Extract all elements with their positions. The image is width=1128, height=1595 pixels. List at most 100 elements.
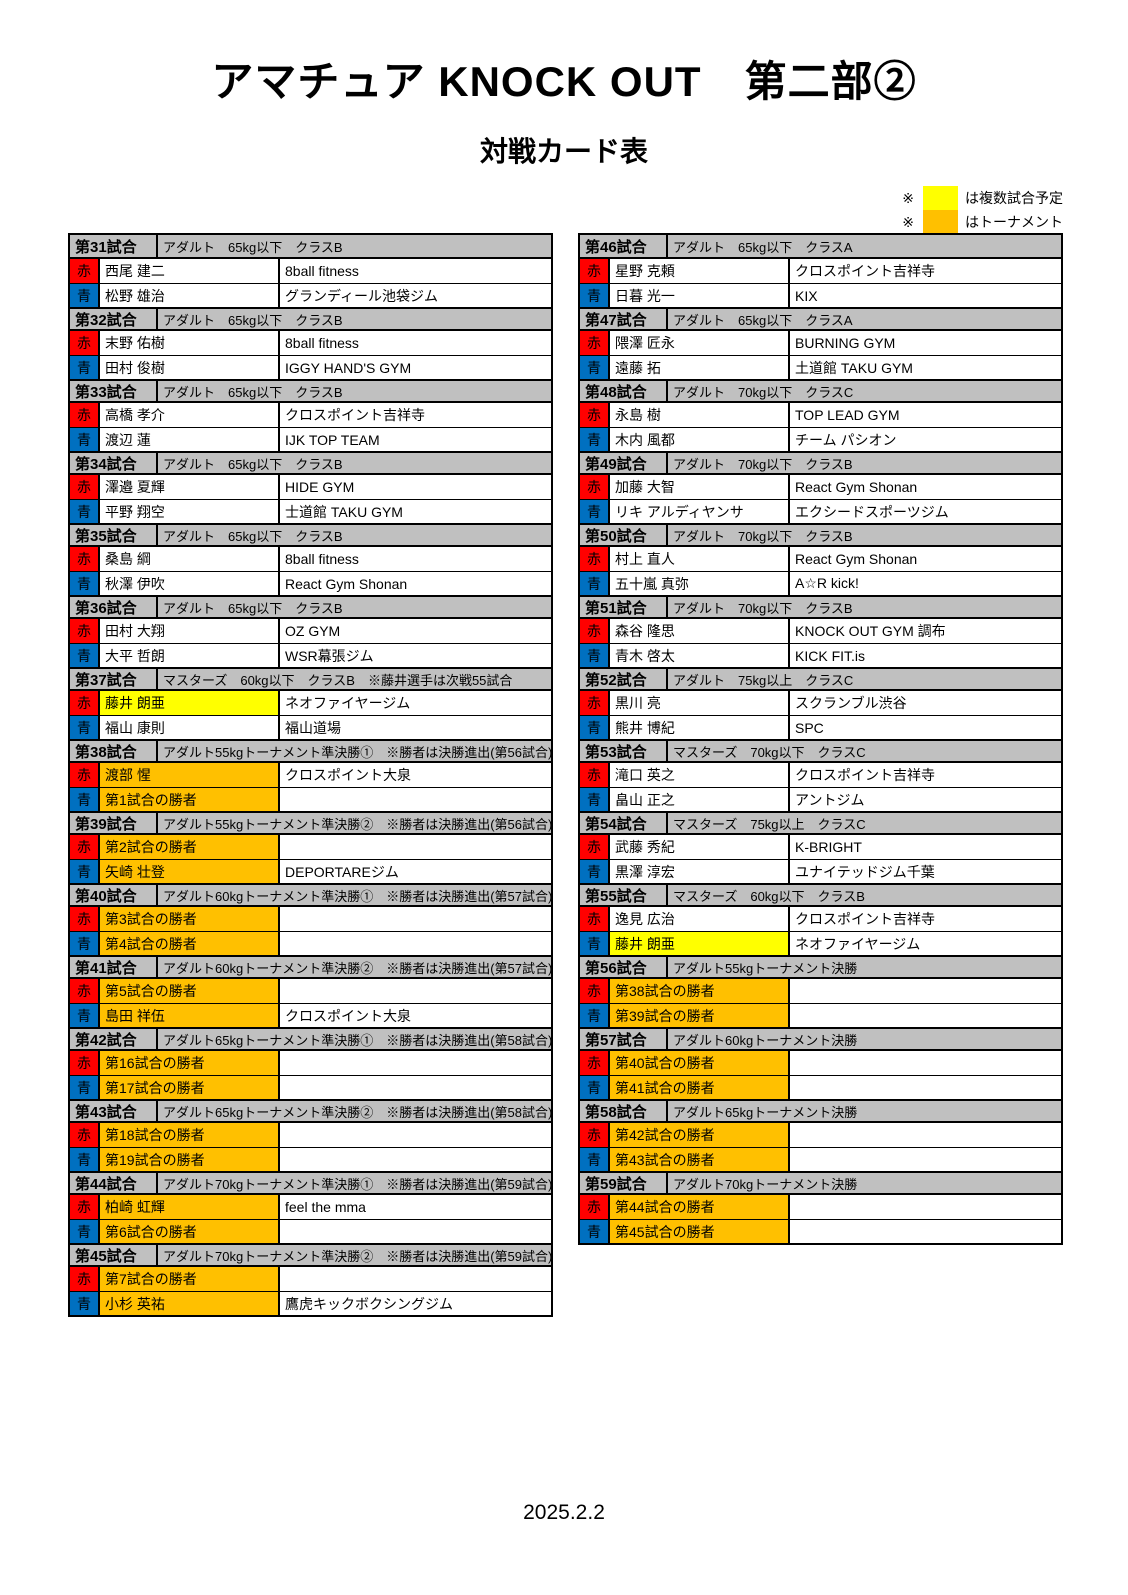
match-category: アダルト 65kg以下 クラスB — [163, 528, 343, 544]
red-corner-badge: 赤 — [70, 331, 100, 355]
blue-corner-row: 青黒澤 淳宏 ユナイテッドジム千葉 — [580, 859, 1061, 883]
match-category: アダルト60kgトーナメント準決勝② ※勝者は決勝進出(第57試合) — [163, 960, 551, 976]
red-corner-badge: 赤 — [70, 979, 100, 1003]
fighter-name: 五十嵐 真弥 — [610, 572, 790, 595]
fighter-gym: クロスポイント吉祥寺 — [795, 911, 935, 927]
fighter-name: 第6試合の勝者 — [100, 1220, 280, 1243]
blue-corner-row: 青第4試合の勝者 — [70, 931, 551, 955]
red-corner-row: 赤第2試合の勝者 — [70, 835, 551, 859]
match-category: アダルト65kgトーナメント準決勝② ※勝者は決勝進出(第58試合) — [163, 1104, 551, 1120]
fighter-gym: KIX — [795, 287, 818, 304]
red-corner-badge: 赤 — [580, 979, 610, 1003]
fighter-gym: feel the mma — [285, 1199, 366, 1215]
fighter-gym — [280, 1220, 551, 1243]
blue-corner-badge: 青 — [70, 500, 100, 523]
fighter-name: 末野 佑樹 — [100, 331, 280, 355]
red-corner-badge: 赤 — [70, 403, 100, 427]
fighter-gym: React Gym Shonan — [795, 551, 918, 567]
match-header-row: 第44試合 アダルト70kgトーナメント準決勝① ※勝者は決勝進出(第59試合) — [70, 1171, 551, 1195]
match-block: 第47試合 アダルト 65kg以下 クラスA 赤隈澤 匠永 BURNING GYM 青遠… — [580, 307, 1061, 379]
match-category: アダルト55kgトーナメント準決勝② ※勝者は決勝進出(第56試合) — [163, 816, 551, 832]
fighter-gym: KICK FIT.is — [795, 647, 866, 664]
red-corner-row: 赤桑島 綱 8ball fitness — [70, 547, 551, 571]
match-category: マスターズ 70kg以下 クラスC — [673, 744, 866, 760]
match-number: 第34試合 — [70, 453, 158, 473]
red-corner-badge: 赤 — [580, 331, 610, 355]
fighter-gym — [790, 979, 1061, 1003]
red-corner-badge: 赤 — [70, 907, 100, 931]
match-block: 第54試合 マスターズ 75kg以上 クラスC 赤武藤 秀紀 K-BRIGHT 青黒澤 … — [580, 811, 1061, 883]
fighter-gym: 土道館 TAKU GYM — [795, 359, 913, 376]
match-header-row: 第48試合 アダルト 70kg以下 クラスC — [580, 379, 1061, 403]
match-number: 第31試合 — [70, 235, 158, 257]
fighter-gym: チーム パシオン — [795, 431, 897, 448]
match-block: 第35試合 アダルト 65kg以下 クラスB 赤桑島 綱 8ball fitness 青… — [70, 523, 551, 595]
match-header-row: 第42試合 アダルト65kgトーナメント準決勝① ※勝者は決勝進出(第58試合) — [70, 1027, 551, 1051]
fighter-name: 第3試合の勝者 — [100, 907, 280, 931]
fighter-gym: 福山道場 — [285, 719, 341, 736]
fighter-gym — [280, 907, 551, 931]
fighter-gym: A☆R kick! — [795, 575, 859, 591]
fighter-gym: 鷹虎キックボクシングジム — [285, 1295, 453, 1312]
fighter-name: 福山 康則 — [100, 716, 280, 739]
fighter-name: 第17試合の勝者 — [100, 1076, 280, 1099]
match-block: 第52試合 アダルト 75kg以上 クラスC 赤黒川 亮スクランブル渋谷青熊井 博紀… — [580, 667, 1061, 739]
match-category: アダルト 65kg以下 クラスA — [673, 239, 853, 255]
blue-corner-row: 青木内 風都 チーム パシオン — [580, 427, 1061, 451]
red-corner-row: 赤第38試合の勝者 — [580, 979, 1061, 1003]
red-corner-badge: 赤 — [70, 1051, 100, 1075]
fighter-name: 第44試合の勝者 — [610, 1195, 790, 1219]
fighter-name: 第45試合の勝者 — [610, 1220, 790, 1243]
red-corner-row: 赤柏崎 虹輝 feel the mma — [70, 1195, 551, 1219]
blue-corner-badge: 青 — [580, 644, 610, 667]
fighter-name: 第19試合の勝者 — [100, 1148, 280, 1171]
fighter-name: 田村 俊樹 — [100, 356, 280, 379]
match-block: 第32試合 アダルト 65kg以下 クラスB 赤末野 佑樹 8ball fitness… — [70, 307, 551, 379]
match-block: 第43試合 アダルト65kgトーナメント準決勝② ※勝者は決勝進出(第58試合) 赤… — [70, 1099, 551, 1171]
fighter-name: 高橋 孝介 — [100, 403, 280, 427]
fighter-gym: グランディール池袋ジム — [285, 287, 439, 304]
match-number: 第47試合 — [580, 309, 668, 329]
blue-corner-row: 青渡辺 蓮 IJK TOP TEAM — [70, 427, 551, 451]
blue-corner-badge: 青 — [70, 428, 100, 451]
blue-corner-badge: 青 — [70, 1004, 100, 1027]
footer-date: 2025.2.2 — [523, 1501, 605, 1524]
fighter-name: 第40試合の勝者 — [610, 1051, 790, 1075]
fighter-gym: ネオファイヤージム — [285, 695, 411, 711]
match-block: 第37試合 マスターズ 60kg以下 クラスB ※藤井選手は次戦55試合赤藤井 朗… — [70, 667, 551, 739]
fighter-name: 第16試合の勝者 — [100, 1051, 280, 1075]
red-corner-badge: 赤 — [580, 907, 610, 931]
red-corner-row: 赤村上 直人 React Gym Shonan — [580, 547, 1061, 571]
match-number: 第49試合 — [580, 453, 668, 473]
fighter-gym: クロスポイント大泉 — [285, 767, 411, 783]
red-corner-badge: 赤 — [580, 1123, 610, 1147]
fighter-gym — [280, 1051, 551, 1075]
match-header-row: 第35試合 アダルト 65kg以下 クラスB — [70, 523, 551, 547]
match-category: アダルト 70kg以下 クラスC — [673, 384, 854, 400]
match-block: 第57試合 アダルト60kgトーナメント決勝赤第40試合の勝者青第41試合の勝者 — [580, 1027, 1061, 1099]
match-header-row: 第33試合 アダルト 65kg以下 クラスB — [70, 379, 551, 403]
page-subtitle: 対戦カード表 — [479, 136, 648, 167]
match-number: 第51試合 — [580, 597, 668, 617]
blue-corner-row: 青第39試合の勝者 — [580, 1003, 1061, 1027]
fighter-name: 矢崎 壮登 — [100, 860, 280, 883]
red-corner-row: 赤逸見 広治 クロスポイント吉祥寺 — [580, 907, 1061, 931]
match-block: 第53試合 マスターズ 70kg以下 クラスC 赤滝口 英之 クロスポイント吉祥寺青畠… — [580, 739, 1061, 811]
blue-corner-row: 青畠山 正之 アントジム — [580, 787, 1061, 811]
match-number: 第56試合 — [580, 957, 668, 977]
match-category: アダルト 65kg以下 クラスB — [163, 600, 343, 616]
legend-label-multi-bout: は複数試合予定 — [965, 190, 1063, 206]
match-block: 第38試合 アダルト55kgトーナメント準決勝① ※勝者は決勝進出(第56試合) 赤… — [70, 739, 551, 811]
red-corner-badge: 赤 — [580, 763, 610, 787]
fighter-name: 第39試合の勝者 — [610, 1004, 790, 1027]
match-header-row: 第37試合 マスターズ 60kg以下 クラスB ※藤井選手は次戦55試合 — [70, 667, 551, 691]
red-corner-badge: 赤 — [70, 763, 100, 787]
blue-corner-row: 青日暮 光一 KIX — [580, 283, 1061, 307]
match-header-row: 第38試合 アダルト55kgトーナメント準決勝① ※勝者は決勝進出(第56試合) — [70, 739, 551, 763]
match-header-row: 第51試合 アダルト 70kg以下 クラスB — [580, 595, 1061, 619]
red-corner-badge: 赤 — [70, 475, 100, 499]
blue-corner-row: 青矢崎 壮登 DEPORTAREジム — [70, 859, 551, 883]
blue-corner-row: 青五十嵐 真弥 A☆R kick! — [580, 571, 1061, 595]
fighter-gym — [790, 1148, 1061, 1171]
match-category: アダルト 70kg以下 クラスB — [673, 600, 853, 616]
